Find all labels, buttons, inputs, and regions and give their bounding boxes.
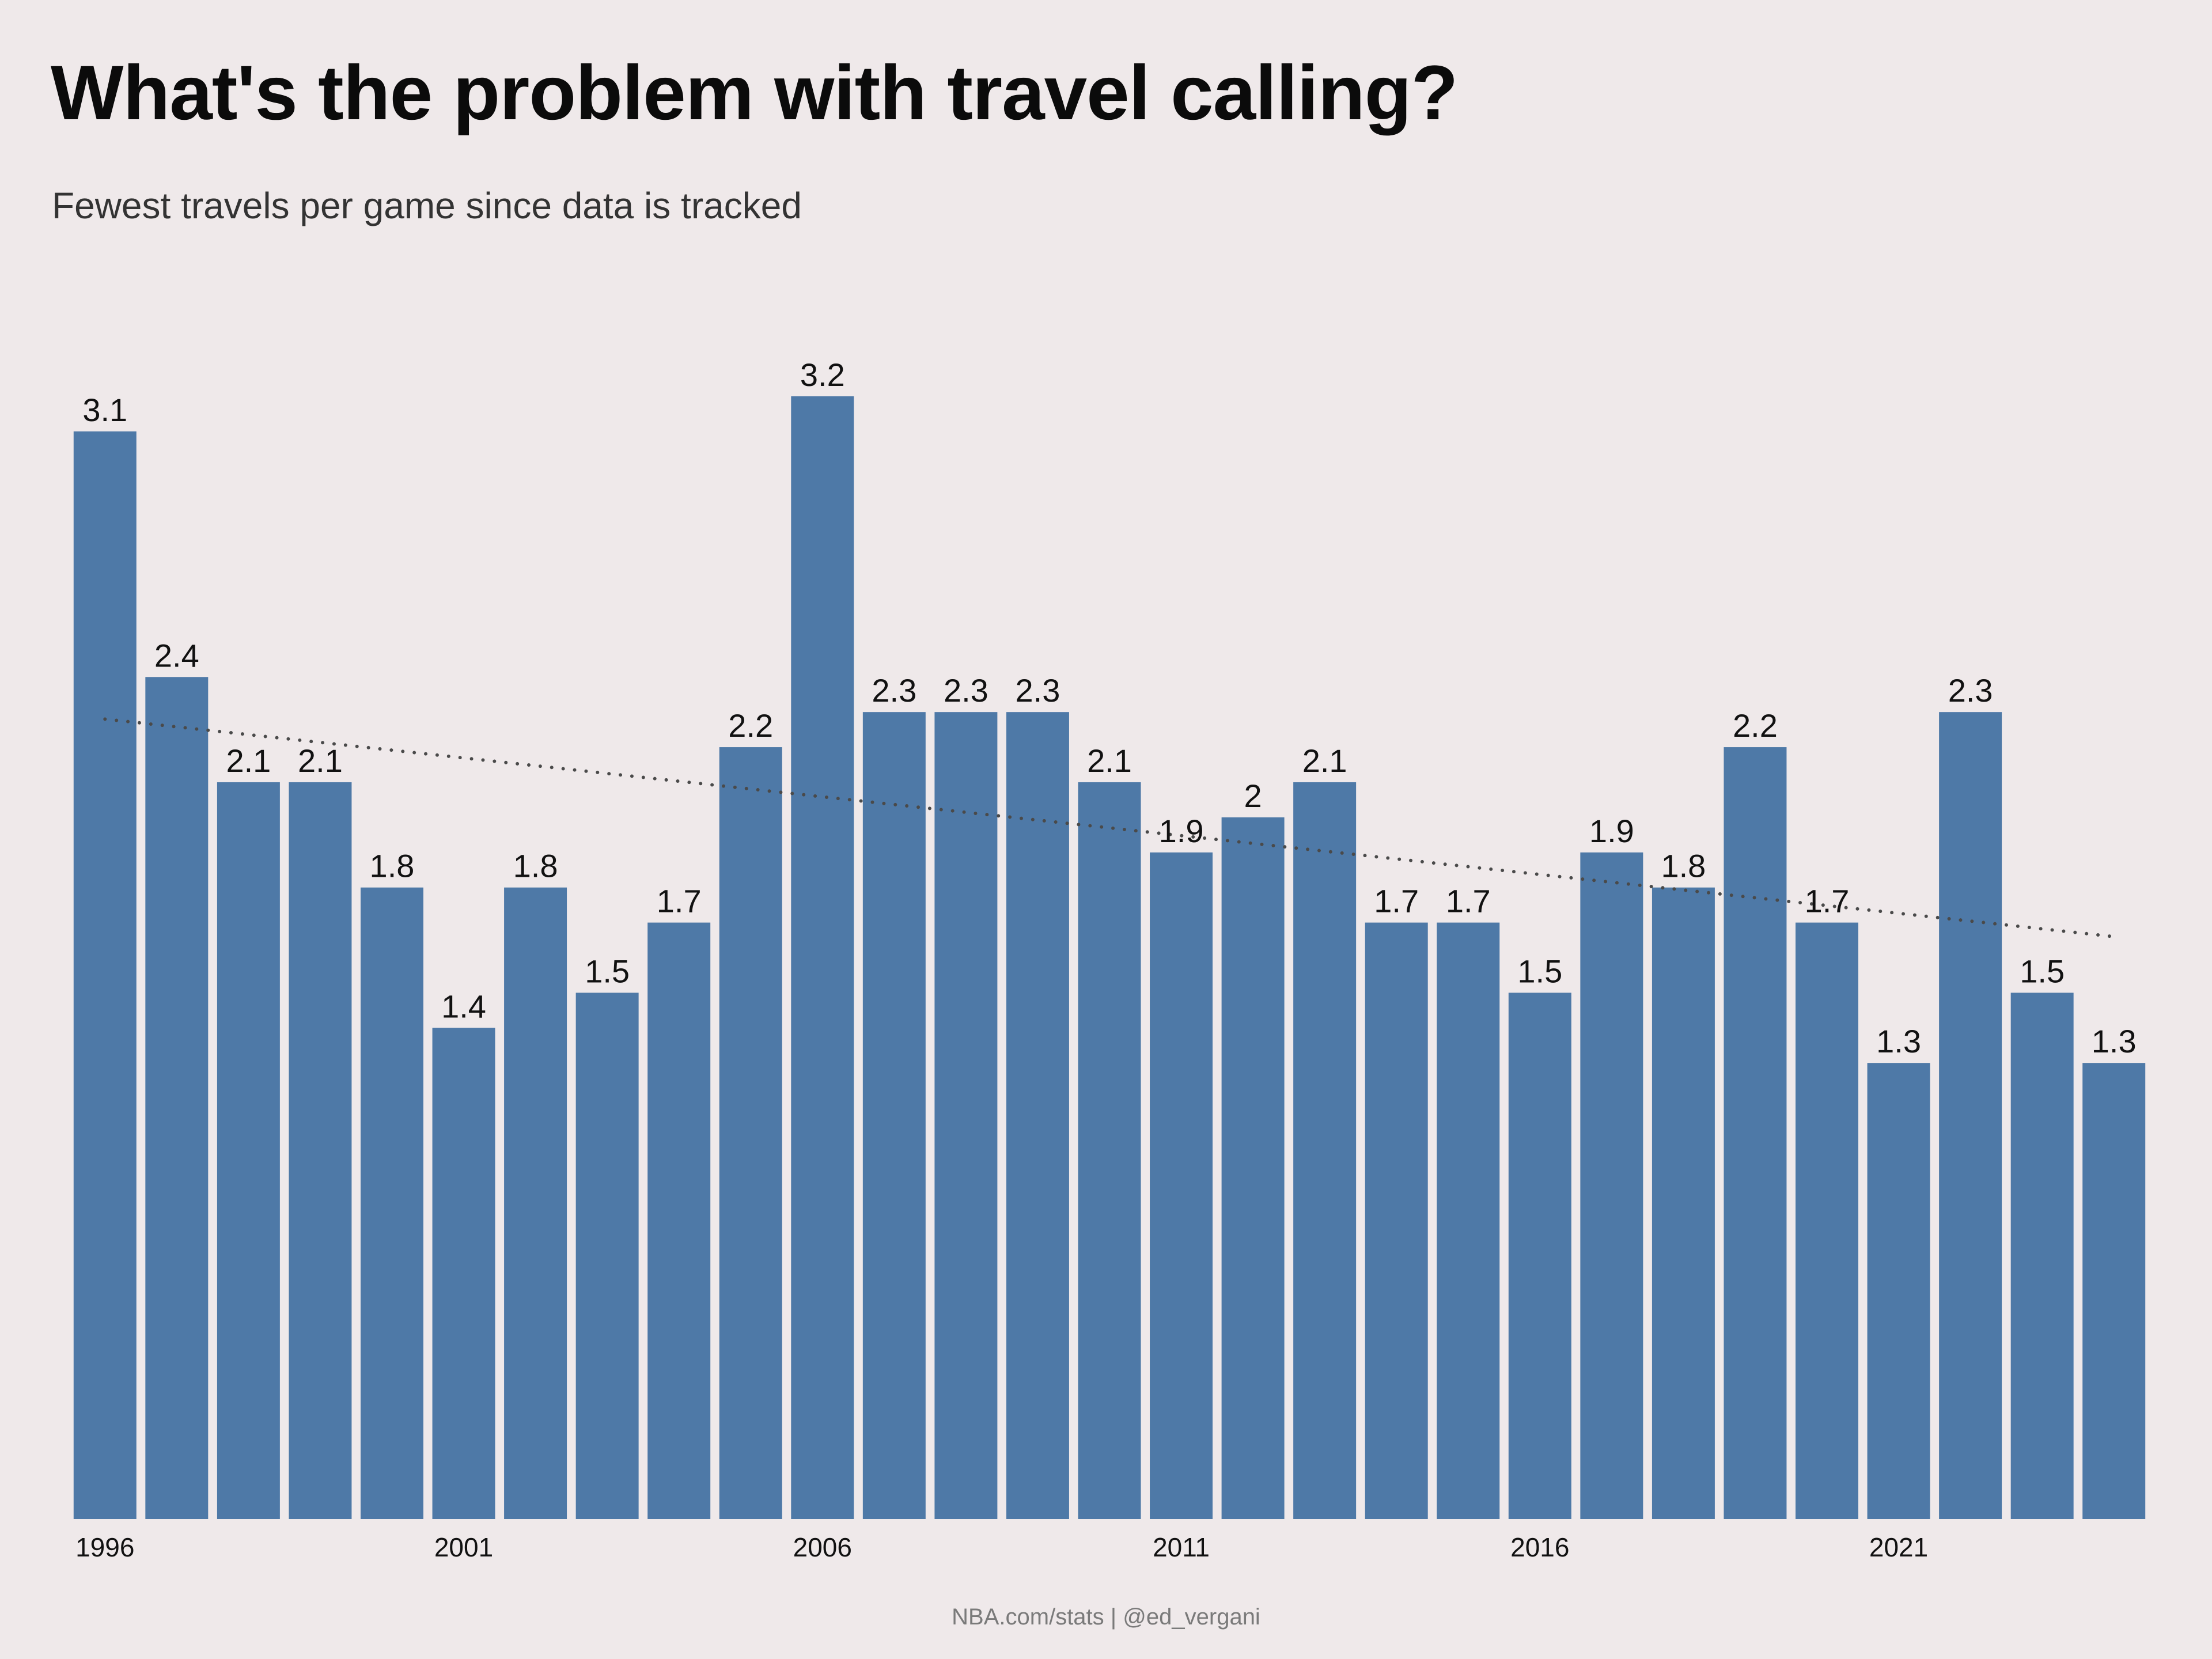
bar-2005	[719, 747, 782, 1519]
data-label-2021: 1.3	[1876, 1023, 1921, 1059]
bar-2010	[1078, 782, 1141, 1519]
data-labels-layer: 3.1 2.4 2.1 2.1 1.8 1.4 1.8 1.5 1.7 2.2 3.2 2.3 2.3 2…	[82, 357, 2136, 1059]
x-tick-label-1996: 1996	[75, 1532, 134, 1562]
bar-2009	[1006, 712, 1069, 1519]
data-label-2005: 2.2	[728, 707, 773, 744]
data-label-2017: 1.9	[1589, 813, 1634, 849]
data-label-1998: 2.1	[226, 743, 271, 779]
bar-1999	[289, 782, 352, 1519]
x-tick-label-2006: 2006	[793, 1532, 852, 1562]
bar-1997	[145, 677, 209, 1519]
data-label-2015: 1.7	[1446, 883, 1491, 919]
bar-2011	[1150, 852, 1213, 1519]
data-label-2018: 1.8	[1661, 848, 1706, 884]
data-label-2006: 3.2	[800, 357, 845, 393]
chart-title: What's the problem with travel calling?	[51, 50, 1458, 136]
data-label-2019: 2.2	[1733, 707, 1778, 744]
bar-2014	[1365, 922, 1428, 1519]
bar-2023	[2010, 993, 2074, 1519]
bar-2000	[360, 887, 423, 1519]
data-label-1996: 3.1	[82, 392, 127, 428]
bar-2012	[1221, 817, 1285, 1520]
data-label-2002: 1.8	[513, 848, 558, 884]
bar-2007	[862, 712, 926, 1519]
bar-2016	[1508, 993, 1571, 1519]
data-label-2009: 2.3	[1016, 672, 1060, 709]
bar-2003	[575, 993, 639, 1519]
bar-2022	[1939, 712, 2002, 1519]
data-label-1997: 2.4	[154, 637, 199, 673]
data-label-2020: 1.7	[1805, 883, 1850, 919]
data-label-2016: 1.5	[1517, 953, 1562, 989]
data-label-2010: 2.1	[1087, 743, 1132, 779]
bar-2024	[2082, 1063, 2146, 1519]
x-tick-label-2021: 2021	[1869, 1532, 1928, 1562]
data-label-2022: 2.3	[1948, 672, 1993, 709]
bar-2019	[1724, 747, 1787, 1519]
data-label-2014: 1.7	[1374, 883, 1419, 919]
bar-1996	[73, 431, 137, 1520]
bar-2021	[1867, 1063, 1930, 1519]
data-label-2007: 2.3	[872, 672, 916, 709]
chart-subtitle: Fewest travels per game since data is tr…	[52, 185, 802, 226]
bar-2018	[1652, 887, 1715, 1519]
bars-layer	[73, 396, 2146, 1520]
data-label-2024: 1.3	[2092, 1023, 2137, 1059]
bar-2008	[934, 712, 998, 1519]
bar-2006	[791, 396, 854, 1519]
data-label-2001: 1.4	[441, 988, 486, 1024]
data-label-2011: 1.9	[1159, 813, 1204, 849]
data-label-2008: 2.3	[944, 672, 988, 709]
bar-2002	[504, 887, 567, 1519]
x-tick-label-2011: 2011	[1153, 1532, 1210, 1562]
bar-1998	[217, 782, 280, 1519]
data-label-2003: 1.5	[585, 953, 630, 989]
bar-2020	[1796, 922, 1859, 1519]
source-credit: NBA.com/stats | @ed_vergani	[952, 1604, 1260, 1630]
x-tick-label-2001: 2001	[434, 1532, 493, 1562]
bar-2004	[647, 922, 711, 1519]
x-tick-label-2016: 2016	[1510, 1532, 1569, 1562]
bar-2001	[432, 1028, 495, 1519]
data-label-2012: 2	[1244, 778, 1262, 814]
x-axis-ticks-layer: 1996 2001 2006 2011 2016 2021	[75, 1532, 1928, 1562]
bar-2015	[1437, 922, 1500, 1519]
data-label-2013: 2.1	[1302, 743, 1347, 779]
bar-2013	[1293, 782, 1357, 1519]
data-label-2000: 1.8	[370, 848, 415, 884]
data-label-2023: 1.5	[2020, 953, 2065, 989]
data-label-1999: 2.1	[298, 743, 343, 779]
bar-2017	[1580, 852, 1643, 1519]
data-label-2004: 1.7	[657, 883, 702, 919]
